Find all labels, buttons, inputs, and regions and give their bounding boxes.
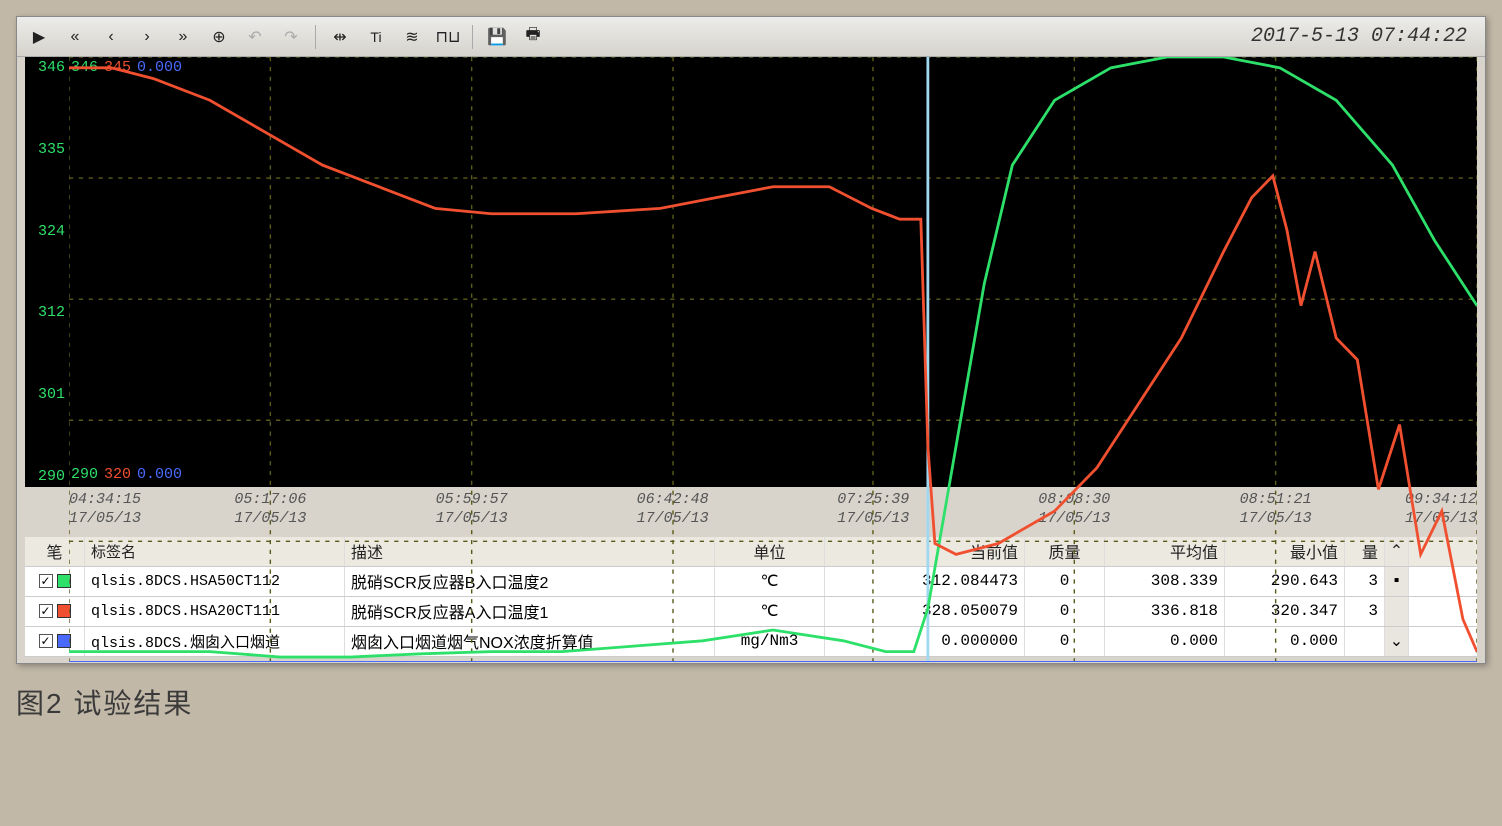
forward-fast-button[interactable]: » (167, 22, 199, 52)
cursor-button[interactable]: ⇹ (324, 22, 356, 52)
undo-button[interactable]: ↶ (239, 22, 271, 52)
rewind-fast-button[interactable]: « (59, 22, 91, 52)
row-checkbox[interactable]: ✓ (39, 634, 53, 648)
timestamp: 2017-5-13 07:44:22 (1251, 25, 1479, 48)
ti-button[interactable]: Ti (360, 22, 392, 52)
forward-button[interactable]: › (131, 22, 163, 52)
step-button[interactable]: ⊓⊔ (432, 22, 464, 52)
toolbar-separator (315, 25, 316, 49)
y-tick: 346 (25, 59, 69, 76)
toolbar: ▶ « ‹ › » ⊕ ↶ ↷ ⇹ Ti ≋ ⊓⊔ 💾 🖶 2017-5-13 … (17, 17, 1485, 57)
trend-style-button[interactable]: ≋ (396, 22, 428, 52)
print-button[interactable]: 🖶 (517, 22, 549, 52)
figure-caption: 图2 试验结果 (16, 682, 1486, 722)
redo-button[interactable]: ↷ (275, 22, 307, 52)
y-tick: 324 (25, 223, 69, 240)
trend-window: ▶ « ‹ › » ⊕ ↶ ↷ ⇹ Ti ≋ ⊓⊔ 💾 🖶 2017-5-13 … (16, 16, 1486, 664)
toolbar-separator (472, 25, 473, 49)
y-tick: 312 (25, 304, 69, 321)
y-tick: 290 (25, 468, 69, 485)
chart-svg (69, 57, 1477, 662)
y-axis: 346 335 324 312 301 290 (25, 57, 69, 487)
play-button[interactable]: ▶ (23, 22, 55, 52)
save-button[interactable]: 💾 (481, 22, 513, 52)
row-checkbox[interactable]: ✓ (39, 574, 53, 588)
zoom-button[interactable]: ⊕ (203, 22, 235, 52)
chart-area[interactable]: 346335324312301290 3463450.000 2903200.0… (25, 57, 1477, 487)
row-checkbox[interactable]: ✓ (39, 604, 53, 618)
y-tick: 301 (25, 386, 69, 403)
y-tick: 335 (25, 141, 69, 158)
rewind-button[interactable]: ‹ (95, 22, 127, 52)
